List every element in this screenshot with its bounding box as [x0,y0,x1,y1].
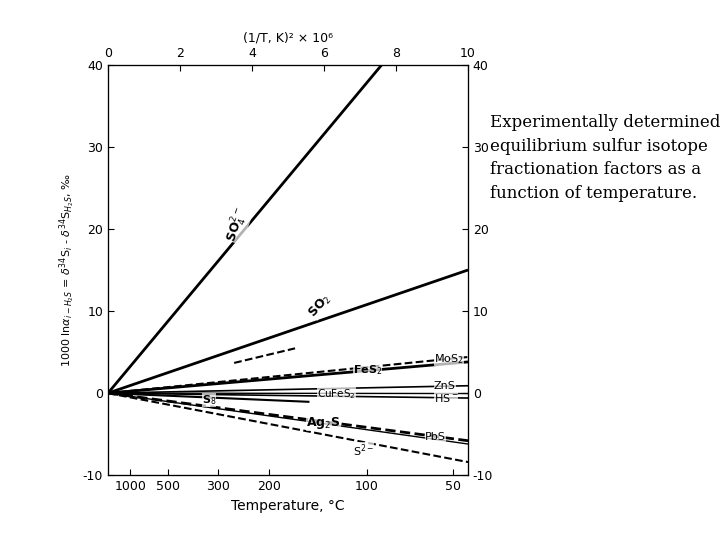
Text: SO$_4^{2-}$: SO$_4^{2-}$ [223,206,253,245]
Text: S$^{2-}$: S$^{2-}$ [353,442,374,459]
Text: Ag$_2$S: Ag$_2$S [306,415,341,431]
Text: CuFeS$_2$: CuFeS$_2$ [317,388,356,401]
X-axis label: (1/T, K)² × 10⁶: (1/T, K)² × 10⁶ [243,31,333,44]
Text: ZnS: ZnS [433,381,456,391]
Text: FeS$_2$: FeS$_2$ [353,363,382,377]
Text: MoS$_2$: MoS$_2$ [433,353,464,366]
Text: S$_8$: S$_8$ [202,393,216,407]
Text: HS$^-$: HS$^-$ [433,392,459,404]
Text: Experimentally determined
equilibrium sulfur isotope
fractionation factors as a
: Experimentally determined equilibrium su… [490,114,720,201]
Text: PbS: PbS [425,433,446,442]
Text: SO$_2$: SO$_2$ [306,291,335,321]
Y-axis label: 1000 ln$\alpha_{i-H_2S}$ = $\delta^{34}$S$_i$ - $\delta^{34}$S$_{H_2S}$, ‰: 1000 ln$\alpha_{i-H_2S}$ = $\delta^{34}$… [58,173,77,367]
X-axis label: Temperature, °C: Temperature, °C [231,498,345,512]
